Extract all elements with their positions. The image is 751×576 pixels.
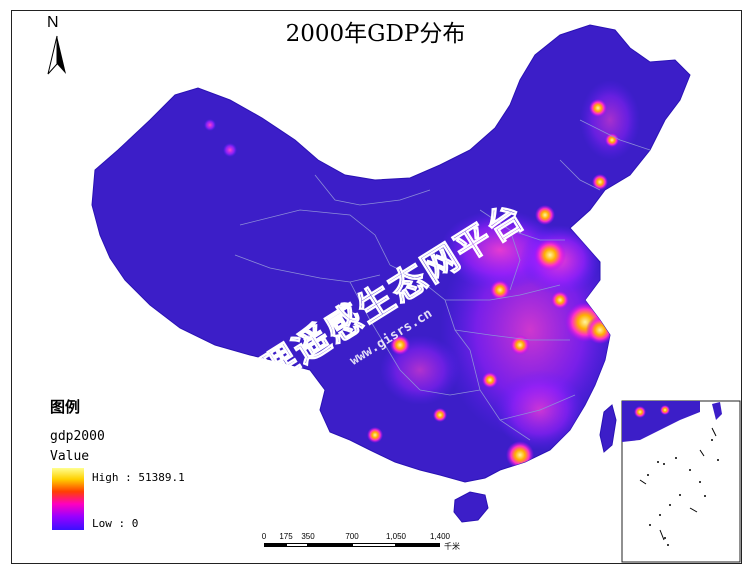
scale-segment [264,543,286,547]
province-boundaries [234,119,651,441]
south-china-sea-inset [621,400,741,563]
scale-tick: 1,050 [385,532,407,541]
legend: 图例 gdp2000 Value [50,396,105,464]
scale-segment [308,543,352,547]
scale-unit: 千米 [444,542,460,551]
north-label: N [47,14,59,31]
scale-tick: 0 [261,532,267,541]
scale-segment [352,543,396,547]
scale-segment [396,543,440,547]
legend-field-name: Value [50,449,90,464]
legend-title: 图例 [50,398,81,416]
map-title: 2000年GDP分布 [285,21,466,47]
scale-tick: 175 [279,532,293,541]
legend-layer-name: gdp2000 [50,429,105,444]
taiwan-island [599,404,617,453]
legend-color-ramp [52,468,84,530]
north-arrow-icon [47,35,66,75]
legend-low-label: Low : 0 [92,517,139,530]
legend-high-label: High : 51389.1 [92,471,185,484]
scale-segment [286,543,308,547]
scale-tick: 350 [301,532,315,541]
scale-tick: 700 [345,532,359,541]
hainan-island [453,491,489,523]
scale-tick: 1,400 [429,532,451,541]
